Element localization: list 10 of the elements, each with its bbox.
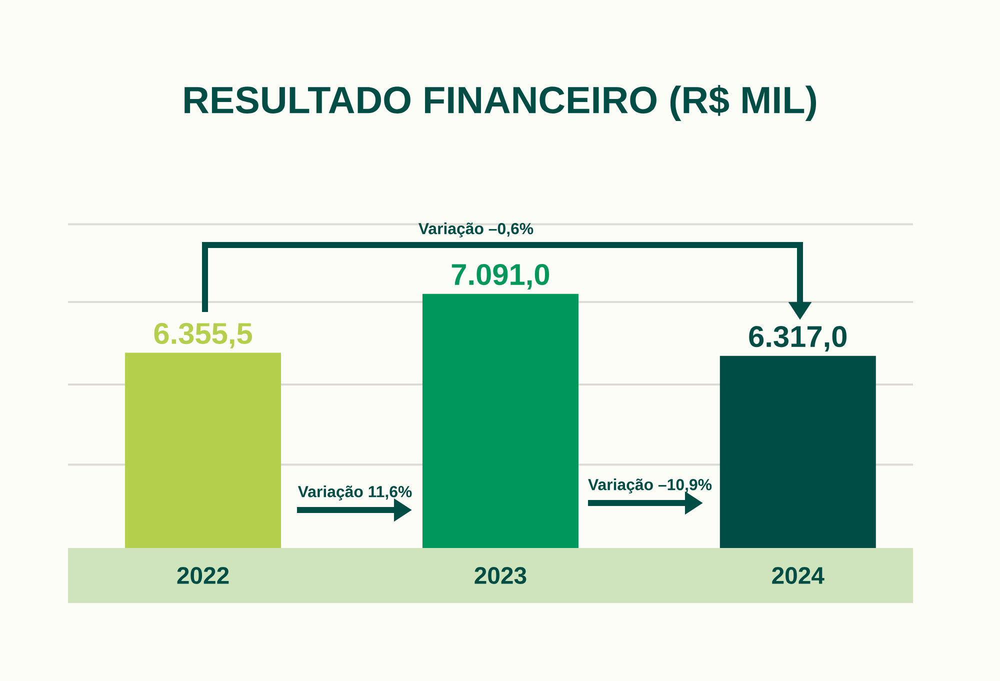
chart-title: RESULTADO FINANCEIRO (R$ MIL): [184, 85, 816, 121]
x-tick-label: 2022: [177, 567, 229, 584]
data-label: 6.317,0: [749, 326, 847, 352]
annotation: Variação 11,6%: [298, 486, 412, 500]
annotation: Variação –10,9%: [588, 478, 712, 494]
data-label: 6.355,5: [154, 322, 252, 348]
x-tick-label: 2024: [772, 567, 824, 584]
x-tick-label: 2023: [474, 567, 526, 584]
annotation: Variação –0,6%: [418, 222, 534, 238]
data-label: 7.091,0: [452, 264, 550, 290]
